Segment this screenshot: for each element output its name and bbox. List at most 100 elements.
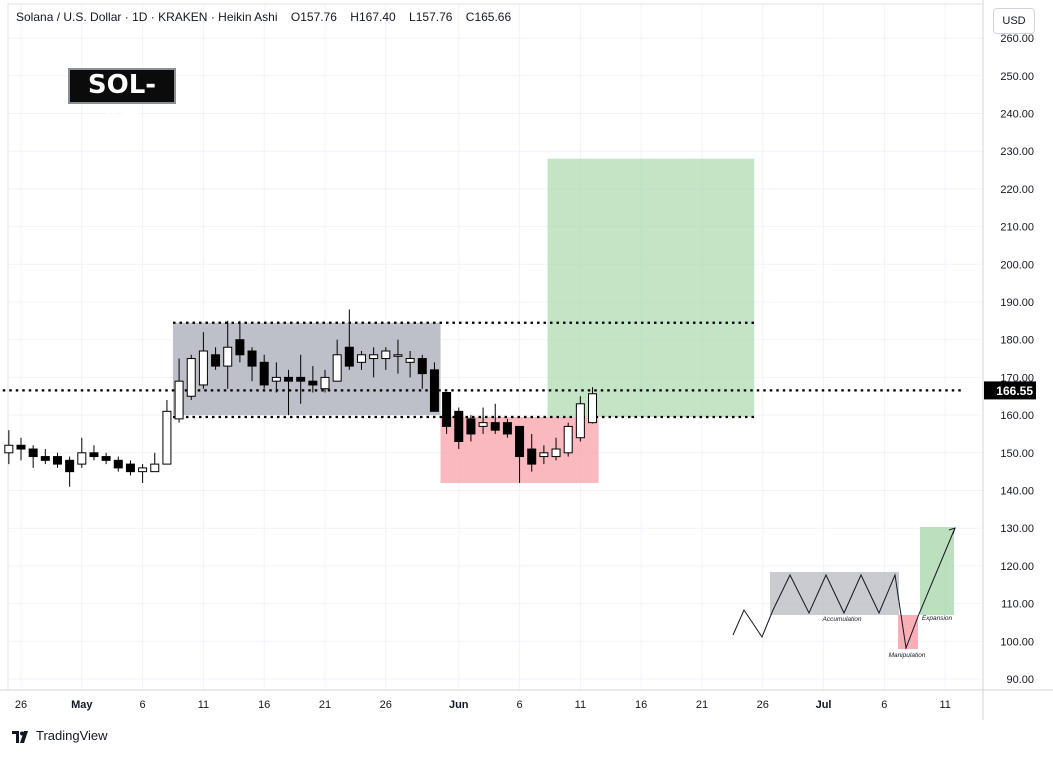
tradingview-logo-icon (12, 730, 28, 743)
candle[interactable] (16, 437, 26, 461)
last-price-tag (984, 381, 1036, 400)
candle-body (369, 354, 379, 360)
candle-body (320, 376, 330, 390)
candle[interactable] (588, 387, 598, 424)
candle-body (284, 376, 294, 382)
candle-body (211, 354, 221, 367)
candle-body (308, 380, 318, 386)
x-tick-label: 26 (757, 699, 769, 711)
candle[interactable] (344, 309, 354, 370)
candle[interactable] (259, 354, 269, 389)
candle-body (186, 358, 196, 397)
candle[interactable] (247, 347, 257, 382)
candle-body (28, 448, 38, 458)
candle-body (138, 467, 148, 473)
candle[interactable] (442, 391, 452, 434)
candle[interactable] (429, 362, 439, 412)
candle[interactable] (563, 422, 573, 457)
schematic-path (732, 527, 956, 650)
candle[interactable] (393, 339, 403, 374)
candle[interactable] (211, 347, 221, 370)
high-value: 167.40 (358, 10, 396, 24)
candle[interactable] (125, 460, 135, 476)
candle[interactable] (113, 456, 123, 472)
candle[interactable] (77, 437, 87, 468)
tradingview-brand[interactable]: TradingView (12, 728, 108, 743)
candle[interactable] (502, 418, 512, 438)
y-tick-label: 120.00 (1000, 561, 1034, 573)
candle[interactable] (356, 351, 366, 370)
y-tick-label: 190.00 (1000, 297, 1034, 309)
y-tick-label: 250.00 (1000, 71, 1034, 83)
candle[interactable] (89, 445, 99, 461)
candle[interactable] (466, 415, 476, 442)
candle[interactable] (28, 445, 38, 468)
candle-body (162, 410, 172, 465)
candle[interactable] (417, 354, 427, 389)
candle[interactable] (271, 362, 281, 393)
candle[interactable] (405, 351, 415, 378)
candle[interactable] (138, 464, 148, 483)
candle-body (4, 444, 14, 454)
candle[interactable] (235, 320, 245, 363)
candle-body (150, 463, 160, 473)
dotted-levels (2, 321, 964, 419)
candle[interactable] (65, 456, 75, 487)
chart-style: Heikin Ashi (218, 10, 278, 24)
interval[interactable]: 1D (132, 10, 148, 24)
candle[interactable] (186, 354, 196, 401)
candle-body (551, 448, 561, 458)
candle-body (332, 354, 342, 382)
candle[interactable] (320, 369, 330, 393)
candle[interactable] (296, 354, 306, 404)
x-tick-label: 21 (696, 699, 708, 711)
candle-body (16, 444, 26, 450)
candle-body (405, 358, 415, 363)
y-tick-label: 90.00 (1006, 674, 1034, 686)
candle[interactable] (174, 358, 184, 423)
candle[interactable] (4, 430, 14, 465)
candle[interactable] (381, 347, 391, 370)
candle[interactable] (52, 452, 62, 468)
low-label: L (409, 10, 416, 24)
candle[interactable] (539, 445, 549, 465)
expansion-zone (547, 158, 755, 417)
candle[interactable] (284, 369, 294, 416)
candle[interactable] (150, 452, 160, 473)
candle[interactable] (332, 339, 342, 382)
y-tick-label: 130.00 (1000, 523, 1034, 535)
exchange: KRAKEN (158, 10, 208, 24)
y-tick-label: 150.00 (1000, 448, 1034, 460)
symbol-name[interactable]: Solana / U.S. Dollar (16, 10, 122, 24)
y-tick-label: 170.00 (1000, 372, 1034, 384)
chart-header: Solana / U.S. Dollar · 1D · KRAKEN · Hei… (16, 10, 512, 24)
x-tick-label: Jul (816, 699, 832, 711)
candle[interactable] (223, 320, 233, 389)
candle[interactable] (198, 332, 208, 389)
candle-body (588, 393, 598, 424)
candle[interactable] (515, 425, 525, 483)
candle[interactable] (551, 437, 561, 461)
candle[interactable] (369, 347, 379, 378)
candle[interactable] (527, 433, 537, 472)
candle[interactable] (490, 403, 500, 434)
candle-body (393, 354, 403, 357)
candle[interactable] (308, 366, 318, 393)
candle[interactable] (101, 452, 111, 465)
schematic-inset: Accumulation Manipulation Expansion (732, 527, 956, 659)
candles[interactable] (4, 309, 598, 487)
candle-body (429, 369, 439, 412)
currency-button[interactable]: USD (993, 8, 1035, 34)
accumulation-zone (173, 322, 441, 416)
candle[interactable] (454, 407, 464, 450)
candle[interactable] (478, 407, 488, 434)
candle[interactable] (40, 449, 50, 465)
candle[interactable] (575, 396, 585, 442)
candle-body (271, 376, 281, 382)
x-tick-label: 21 (319, 699, 331, 711)
schematic-label-manipulation: Manipulation (889, 652, 926, 659)
candle[interactable] (162, 400, 172, 465)
zones (173, 158, 755, 483)
